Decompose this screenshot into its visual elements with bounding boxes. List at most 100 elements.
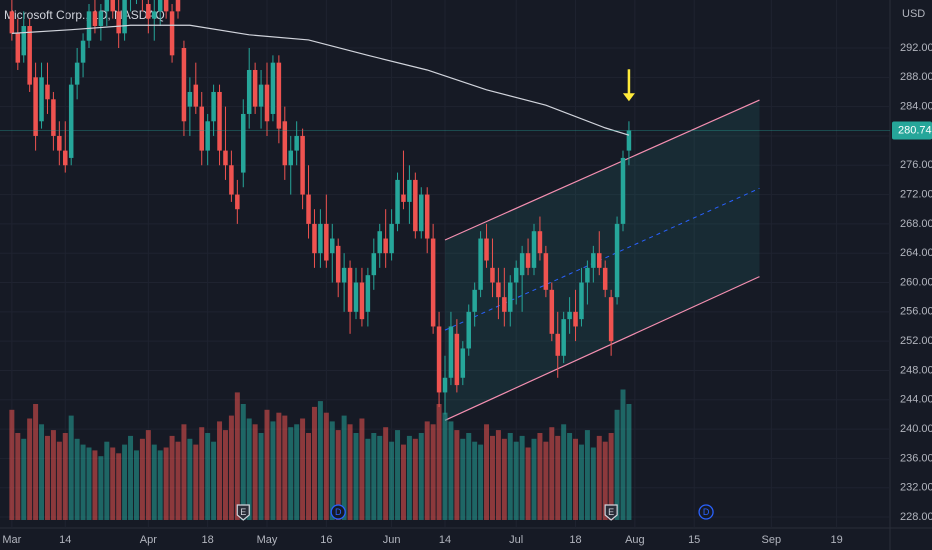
volume-bar — [128, 435, 134, 520]
candle-body — [442, 377, 448, 393]
volume-bar — [501, 438, 507, 520]
x-tick-label: 18 — [202, 534, 214, 546]
volume-bar — [567, 433, 573, 520]
volume-bar — [39, 424, 45, 520]
candle-body — [490, 267, 495, 283]
candle-body — [561, 319, 566, 356]
volume-bar — [306, 433, 312, 520]
candle-body — [365, 275, 371, 312]
candle-body — [460, 348, 466, 378]
volume-bar — [145, 430, 151, 520]
candle-body — [122, 0, 127, 34]
candle-body — [39, 77, 44, 122]
y-tick-label: 288.00 — [900, 71, 932, 83]
candle-body — [193, 84, 199, 107]
event-label: E — [608, 507, 614, 517]
volume-bar — [133, 450, 139, 520]
volume-bar — [9, 409, 15, 520]
candle-body — [27, 26, 32, 85]
volume-bar — [323, 412, 329, 520]
volume-bar — [442, 412, 448, 520]
y-tick-label: 232.00 — [900, 482, 932, 494]
candle-body — [294, 135, 299, 151]
candle-body — [597, 253, 602, 268]
volume-bar — [596, 435, 602, 520]
candle-body — [92, 11, 98, 27]
y-tick-label: 240.00 — [900, 423, 932, 435]
volume-bar — [329, 421, 335, 520]
candle-body — [104, 0, 110, 12]
candle-body — [169, 11, 175, 56]
event-marker — [698, 504, 714, 520]
volume-bar — [311, 406, 317, 520]
candle-body — [478, 238, 483, 290]
candle-body — [157, 0, 163, 12]
last-price-box — [892, 121, 932, 140]
volume-bar — [252, 424, 258, 520]
candle-body — [282, 121, 288, 166]
y-tick-label: 248.00 — [900, 364, 932, 376]
candle-body — [359, 282, 365, 320]
volume-bar — [110, 447, 116, 520]
candle-body — [57, 135, 62, 151]
candle-body — [241, 113, 246, 173]
volume-bar — [537, 433, 543, 520]
volume-bar — [418, 433, 424, 520]
candle-body — [436, 326, 442, 393]
candle-body — [116, 11, 121, 34]
candle-body — [205, 121, 210, 151]
volume-bar — [525, 447, 531, 520]
volume-bar — [294, 424, 300, 520]
candle-body — [223, 150, 228, 166]
volume-bar — [400, 444, 406, 520]
volume-bar — [116, 453, 122, 520]
volume-bar — [620, 389, 626, 520]
volume-bar — [519, 435, 525, 520]
candle-body — [549, 289, 555, 334]
x-tick-label: Jun — [383, 534, 401, 546]
volume-bar — [288, 427, 294, 520]
candle-body — [430, 238, 436, 327]
candle-body — [288, 150, 293, 166]
arrow-head — [622, 93, 635, 102]
volume-bar — [626, 404, 632, 520]
chart-title: Microsoft Corp., 1D, NASDAQ — [4, 8, 165, 22]
y-tick-label: 292.00 — [900, 42, 932, 54]
volume-bar — [395, 430, 401, 520]
volume-bar — [222, 430, 228, 520]
x-tick-label: 15 — [688, 534, 700, 546]
candle-body — [513, 267, 519, 283]
event-label: D — [335, 507, 342, 517]
volume-bar — [347, 424, 353, 520]
candle-body — [312, 223, 317, 254]
candle-body — [353, 282, 359, 312]
volume-bar — [602, 441, 608, 520]
volume-bar — [377, 435, 383, 520]
volume-bar — [181, 424, 187, 520]
candle-body — [537, 231, 543, 254]
candle-body — [306, 194, 311, 224]
volume-bar — [608, 433, 614, 520]
volume-bar — [543, 441, 549, 520]
y-tick-label: 268.00 — [900, 218, 932, 230]
volume-bar — [424, 421, 430, 520]
event-marker — [236, 504, 250, 521]
channel-upper — [444, 99, 760, 241]
candle-body — [80, 40, 86, 63]
candle-body — [252, 69, 258, 107]
candle-body — [502, 297, 507, 312]
candle-body — [508, 282, 513, 312]
event-marker — [330, 504, 346, 520]
volume-bar — [27, 418, 33, 520]
candle-body — [146, 4, 151, 19]
volume-bar — [454, 430, 460, 520]
candle-body — [573, 311, 578, 327]
x-tick-label: 14 — [59, 534, 71, 546]
candle-body — [401, 194, 406, 202]
channel-mid — [444, 187, 760, 331]
volume-bar — [282, 415, 288, 520]
y-tick-label: 252.00 — [900, 335, 932, 347]
x-tick-label: Jul — [509, 534, 523, 546]
candle-body — [484, 238, 489, 261]
event-label: E — [240, 507, 246, 517]
